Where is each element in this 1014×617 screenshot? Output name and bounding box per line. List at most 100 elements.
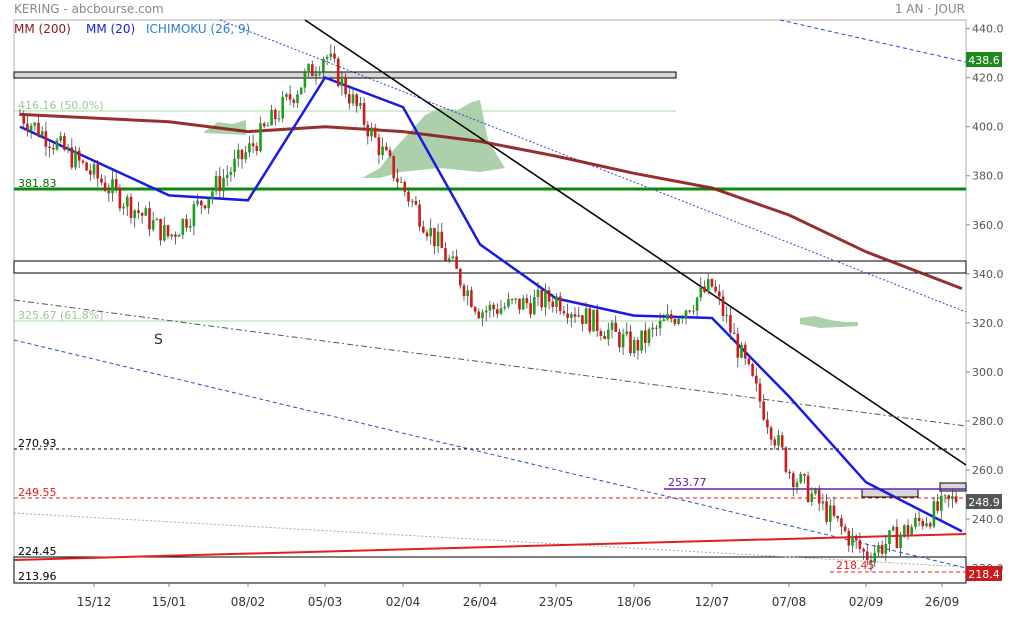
candle-body [444,248,447,261]
candle-body [299,87,303,95]
candle-body [26,123,29,131]
candle-body [496,309,499,314]
level-253-label: 253.77 [668,476,707,489]
candle-body [795,482,799,488]
mm200-line [19,112,963,291]
level-381-label: 381.83 [18,177,57,190]
channel-line-lightgrey [13,512,967,568]
candle-body [836,515,839,519]
candle-body [762,401,765,420]
candle-body [466,290,469,297]
candle-body [655,327,658,329]
legend-ichimoku: ICHIMOKU (26, 9) [146,22,250,36]
candle-body [677,318,680,324]
candle-body [699,286,703,298]
x-tick-label: 26/09 [925,595,960,609]
candle-body [766,419,769,428]
candle-body [48,146,51,149]
candle-body [799,473,802,483]
price-tag-top: 438.6 [968,54,1000,67]
price-tag-top-bg [966,52,1002,67]
candle-body [658,320,662,329]
candle-body [584,308,588,324]
ichimoku-cloud-2 [362,100,505,178]
y-tick-label: 240.0 [972,513,1004,526]
candle-body [140,212,144,216]
candle-body [151,220,155,230]
candle-body [100,178,103,183]
candle-body [792,473,795,488]
candle-body [936,501,939,511]
candle-body [137,210,140,213]
candle-body [318,71,321,74]
candle-body [166,225,170,237]
candle-body [381,146,384,156]
candle-body [632,339,636,354]
candle-body [403,181,407,192]
candle-body [895,526,899,549]
candle-body [840,518,843,527]
candle-body [63,136,66,150]
y-tick-label: 340.0 [972,268,1004,281]
y-tick-label: 280.0 [972,415,1004,428]
x-tick-label: 12/07 [695,595,730,609]
candle-body [647,329,651,344]
candle-body [81,160,85,163]
candle-body [547,290,551,302]
ichimoku-cloud-3 [800,316,858,328]
x-tick-label: 02/09 [849,595,884,609]
candle-body [825,501,828,522]
zone-small-2 [939,482,967,492]
candle-body [688,310,691,312]
candle-body [52,148,55,150]
y-tick-label: 260.0 [972,464,1004,477]
candle-body [92,164,96,175]
candle-body [769,427,773,440]
candle-body [170,234,173,237]
x-tick-label: 18/06 [617,595,652,609]
candle-body [440,231,444,249]
legend-mm20: MM (20) [86,22,135,36]
candle-body [118,187,122,209]
candle-body [385,146,388,151]
candle-body [340,76,344,87]
candle-body [22,114,25,124]
candle-body [595,309,599,331]
candle-body [566,313,569,318]
candle-body [599,330,603,336]
candle-body [325,56,329,59]
candle-body [588,308,592,332]
candle-body [784,447,788,472]
y-tick-label: 440.0 [972,23,1004,36]
candle-body [481,312,484,319]
candle-body [40,131,44,137]
y-tick-label: 300.0 [972,366,1004,379]
candle-body [773,439,777,446]
candle-body [503,306,506,309]
candle-body [866,551,869,561]
candle-body [126,196,129,207]
candle-body [718,291,721,297]
candle-body [714,286,717,292]
mm20-line [19,76,963,533]
candle-body [906,525,910,535]
candle-body [174,234,177,237]
candle-body [644,330,647,344]
candle-body [344,76,347,95]
candle-body [544,290,547,308]
candle-body [758,383,762,402]
candle-body [311,64,314,77]
candle-body [225,174,229,178]
x-tick-label: 26/04 [463,595,498,609]
chart-period: 1 AN · JOUR [895,2,965,16]
candle-body [288,94,292,100]
candle-body [222,177,225,192]
candle-body [433,227,436,247]
price-tag-bottom-bg [966,566,1002,581]
candle-body [540,289,543,308]
candle-body [854,535,858,541]
candle-body [492,304,495,310]
candle-body [74,150,77,168]
level-270-label: 270.93 [18,437,57,450]
